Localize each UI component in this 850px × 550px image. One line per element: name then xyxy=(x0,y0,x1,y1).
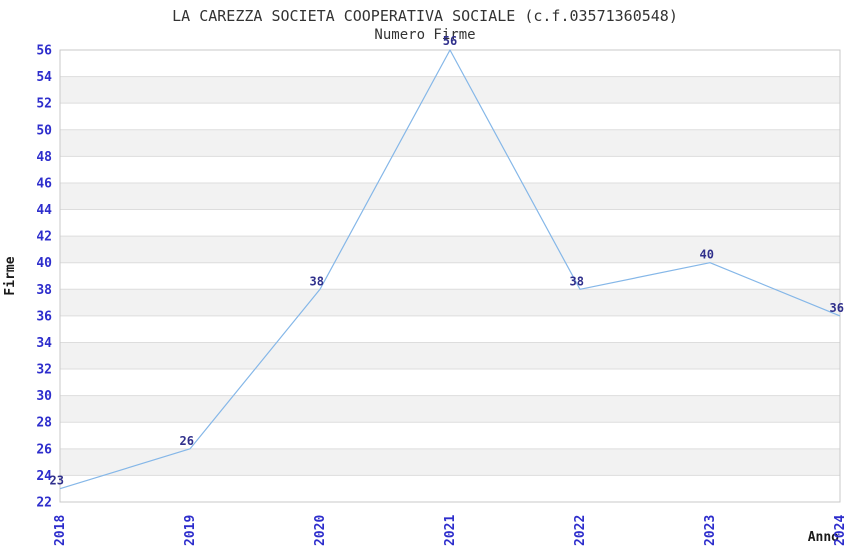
y-tick-label: 32 xyxy=(36,363,52,378)
grid-band xyxy=(60,76,840,104)
y-tick-label: 36 xyxy=(36,309,52,324)
plot-border xyxy=(59,49,841,503)
data-point-label: 36 xyxy=(830,301,844,315)
y-tick-label: 24 xyxy=(36,469,52,484)
grid-band xyxy=(60,236,840,263)
chart-title: LA CAREZZA SOCIETA COOPERATIVA SOCIALE (… xyxy=(172,7,678,25)
x-tick-label: 2023 xyxy=(703,515,718,546)
grid-band xyxy=(60,342,840,370)
grid-band xyxy=(60,395,840,423)
y-axis-label: Firme xyxy=(3,256,18,295)
y-tick-label: 50 xyxy=(36,123,52,138)
y-tick-label: 42 xyxy=(36,230,52,245)
y-tick-label: 22 xyxy=(36,496,52,511)
grid-band xyxy=(60,182,840,210)
y-tick-label: 34 xyxy=(36,336,52,351)
y-tick-label: 56 xyxy=(36,44,52,59)
y-tick-label: 44 xyxy=(36,203,52,218)
data-line xyxy=(59,49,841,490)
plot-area: 22 24 26 28 30 32 34 36 38 40 42 44 46 48 50 52 54 56 2018… xyxy=(36,34,848,546)
x-tick-label: 2024 xyxy=(833,515,848,546)
x-axis-label: Anno xyxy=(808,530,839,545)
x-tick-label: 2019 xyxy=(183,515,198,546)
data-point-label: 26 xyxy=(180,434,194,448)
y-tick-label: 30 xyxy=(36,389,52,404)
data-point-label: 38 xyxy=(570,274,584,288)
x-tick-label: 2021 xyxy=(443,515,458,546)
data-point-label: 38 xyxy=(310,274,324,288)
y-tick-label: 38 xyxy=(36,283,52,298)
x-tick-label: 2022 xyxy=(573,515,588,546)
data-point-label: 23 xyxy=(50,474,64,488)
y-tick-label: 28 xyxy=(36,416,52,431)
grid-band xyxy=(60,448,840,476)
data-point-label: 40 xyxy=(700,248,714,262)
y-tick-label: 52 xyxy=(36,97,52,112)
y-tick-label: 46 xyxy=(36,176,52,191)
y-tick-label: 26 xyxy=(36,442,52,457)
x-tick-label: 2018 xyxy=(53,515,68,546)
chart-subtitle: Numero Firme xyxy=(374,27,475,43)
y-tick-label: 48 xyxy=(36,150,52,165)
data-point-label: 56 xyxy=(443,34,457,48)
y-tick-label: 54 xyxy=(36,70,52,85)
y-tick-label: 40 xyxy=(36,256,52,271)
grid-band xyxy=(60,129,840,157)
grid-band xyxy=(60,289,840,316)
x-tick-label: 2020 xyxy=(313,515,328,546)
